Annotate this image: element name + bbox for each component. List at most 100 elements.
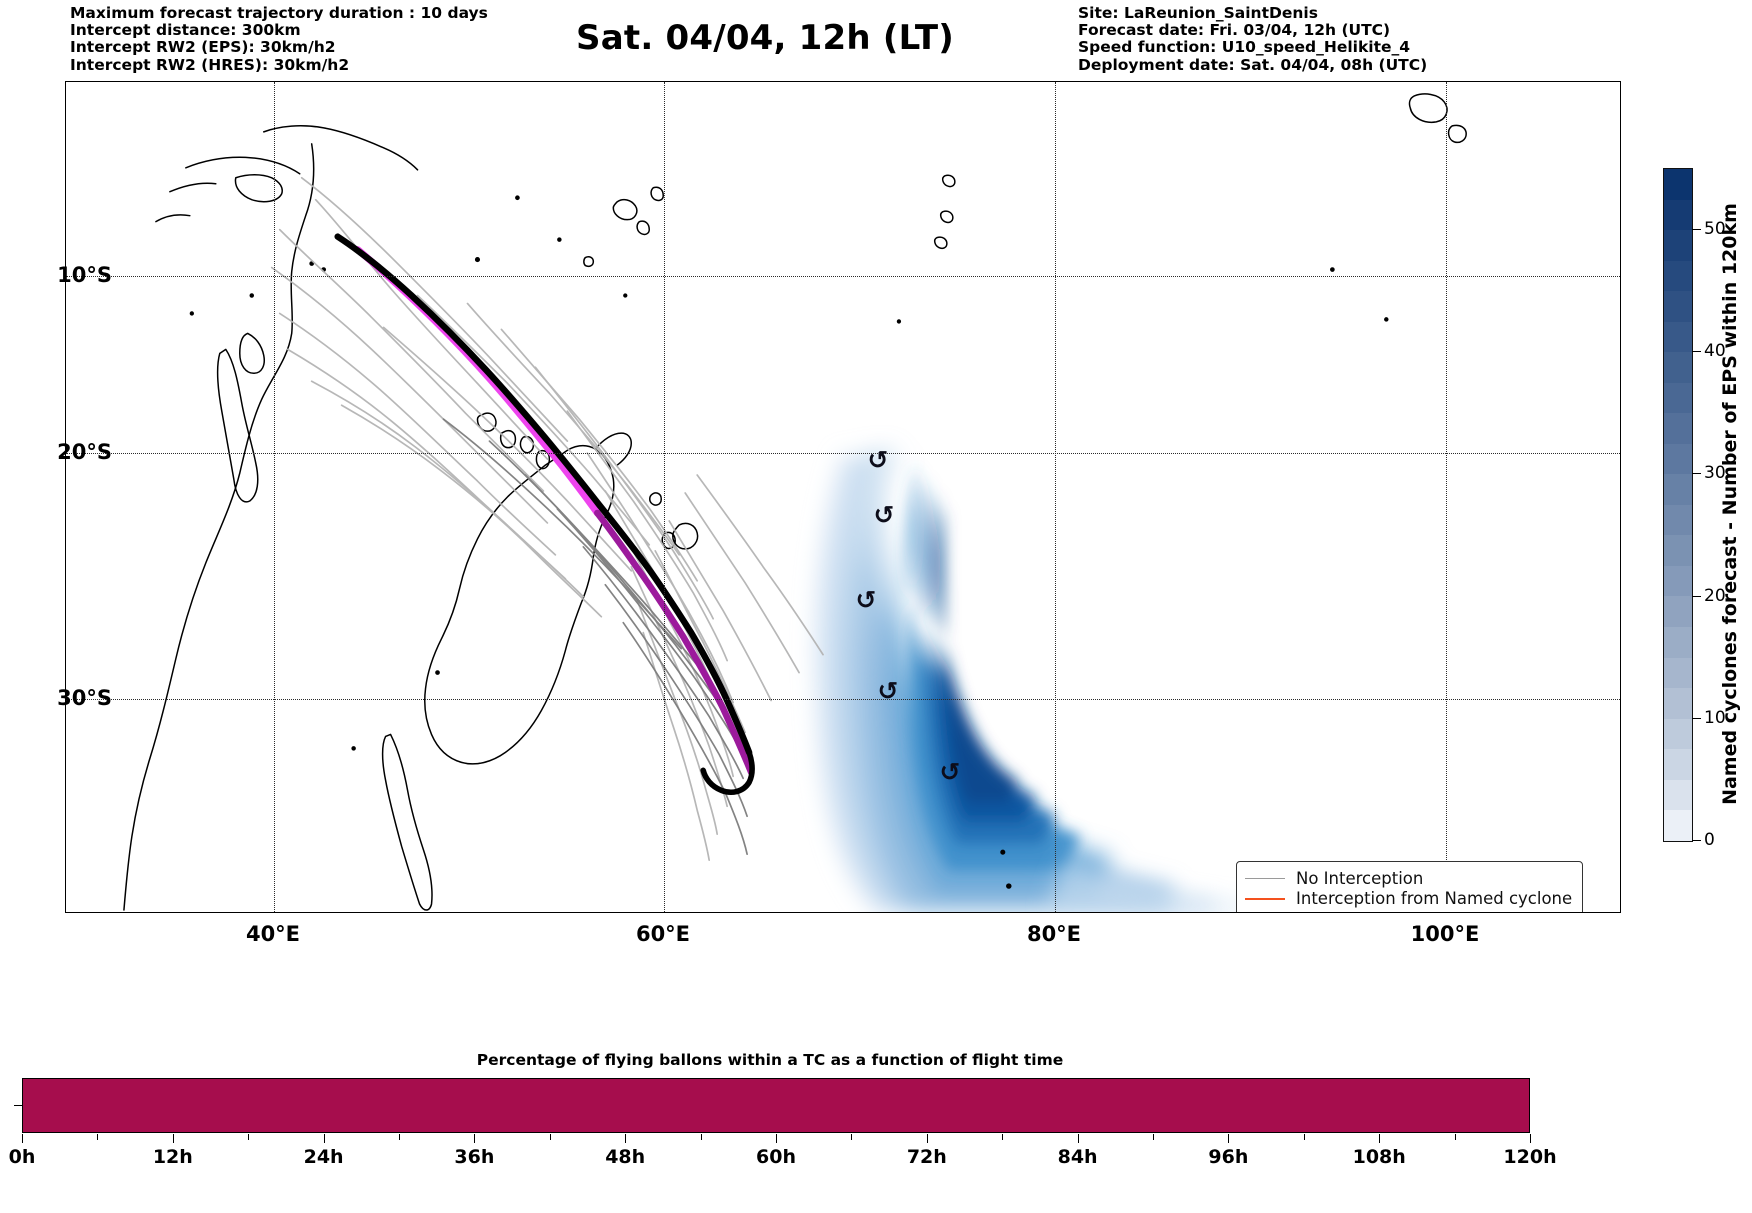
percentage-bar-fill [23, 1079, 1529, 1132]
legend-item-named-cyclone: Interception from Named cyclone [1245, 889, 1572, 910]
header-right-block: Site: LaReunion_SaintDenis Forecast date… [1078, 4, 1428, 74]
header-right-line-0: Site: LaReunion_SaintDenis [1078, 4, 1318, 22]
percentage-x-tick [1379, 1134, 1381, 1143]
colorbar-tick-label: 40 [1704, 341, 1726, 362]
gridline-lon-80e [1055, 82, 1056, 912]
percentage-x-tick-label: 72h [906, 1146, 947, 1168]
xtick-label-100e: 100°E [1410, 922, 1480, 946]
header-left-line-2: Intercept RW2 (EPS): 30km/h2 [70, 38, 336, 57]
colorbar-segment [1664, 443, 1692, 475]
tc-observation-marker: ↺ [877, 676, 899, 706]
colorbar-tick [1692, 717, 1701, 719]
legend-label: No Interception [1296, 868, 1424, 888]
colorbar-segment [1664, 596, 1692, 627]
colorbar-segment [1664, 779, 1692, 811]
percentage-x-tick [776, 1134, 777, 1143]
tc-observation-marker: ↺ [867, 445, 889, 475]
coastline-layer [123, 93, 1467, 911]
percentage-bar-axes [22, 1078, 1530, 1133]
gridline-lon-100e [1446, 82, 1447, 912]
legend-label: Interception from Trochoid [1296, 910, 1513, 912]
page-title: Sat. 04/04, 12h (LT) [576, 18, 954, 58]
ytick-label-10s: 10°S [57, 263, 112, 287]
colorbar-segment [1664, 688, 1692, 719]
percentage-x-minor-tick [399, 1134, 400, 1140]
tc-observation-marker: ↺ [855, 585, 877, 615]
percentage-x-tick-label: 12h [152, 1146, 193, 1168]
percentage-x-tick [474, 1134, 476, 1143]
percentage-x-minor-tick [549, 1134, 551, 1140]
colorbar-tick-label: 30 [1704, 463, 1726, 484]
colorbar-segment [1664, 169, 1692, 200]
xtick-label-60e: 60°E [635, 922, 691, 946]
colorbar-tick-label: 20 [1704, 585, 1726, 606]
colorbar-segment [1664, 657, 1692, 689]
colorbar-segment [1664, 718, 1692, 750]
percentage-panel-title: Percentage of flying ballons within a TC… [476, 1051, 1064, 1069]
percentage-x-tick-label: 60h [756, 1146, 796, 1168]
xtick-label-80e: 80°E [1026, 922, 1082, 946]
percentage-x-tick [926, 1134, 928, 1143]
percentage-x-tick-label: 0h [8, 1146, 36, 1168]
tc-observation-marker: ↺ [939, 757, 961, 787]
percentage-x-tick-label: 24h [303, 1146, 344, 1168]
percentage-x-tick [323, 1134, 325, 1143]
colorbar-tick-label: 10 [1704, 707, 1726, 728]
colorbar-tick [1692, 595, 1701, 597]
forecast-map: ↺ ↺ ↺ ↺ ↺ No Interception Interception f… [65, 81, 1621, 913]
percentage-x-tick-label: 96h [1208, 1146, 1249, 1168]
ytick-label-30s: 30°S [57, 686, 112, 710]
colorbar-tick-label: 50 [1704, 219, 1726, 240]
tc-observation-marker: ↺ [873, 500, 895, 530]
percentage-x-tick-label: 48h [605, 1146, 646, 1168]
header-left-line-1: Intercept distance: 300km [70, 21, 301, 40]
gridline-lon-40e [274, 82, 275, 912]
colorbar [1663, 168, 1693, 842]
legend-swatch-line [1245, 897, 1285, 900]
percentage-x-minor-tick [1153, 1134, 1154, 1140]
colorbar-title-text: Named cyclones forecast - Number of EPS … [1719, 203, 1741, 805]
gridline-lat-30s [66, 699, 1620, 700]
legend-swatch-line [1245, 877, 1285, 879]
colorbar-segment [1664, 199, 1692, 231]
percentage-x-minor-tick [1303, 1134, 1305, 1140]
percentage-y-tick [14, 1105, 22, 1106]
trajectory-layer [270, 176, 824, 861]
colorbar-tick [1692, 473, 1701, 475]
percentage-x-tick-label: 36h [454, 1146, 495, 1168]
percentage-x-tick [22, 1134, 23, 1143]
colorbar-segment [1664, 291, 1692, 322]
colorbar-segment [1664, 810, 1692, 841]
colorbar-title: Named cyclones forecast - Number of EPS … [1716, 168, 1744, 840]
map-legend: No Interception Interception from Named … [1236, 861, 1584, 912]
header-right-line-3: Deployment date: Sat. 04/04, 08h (UTC) [1078, 55, 1428, 74]
percentage-x-tick-label: 120h [1503, 1146, 1557, 1168]
colorbar-segment [1664, 474, 1692, 505]
percentage-x-tick [172, 1134, 174, 1143]
percentage-x-minor-tick [248, 1134, 250, 1140]
legend-item-trochoid: Interception from Trochoid [1245, 909, 1572, 912]
header-left-line-3: Intercept RW2 (HRES): 30km/h2 [70, 55, 350, 74]
percentage-x-minor-tick [97, 1134, 99, 1140]
percentage-x-minor-tick [700, 1134, 702, 1140]
legend-item-no-interception: No Interception [1245, 868, 1572, 889]
percentage-x-tick [1077, 1134, 1079, 1143]
colorbar-segment [1664, 382, 1692, 414]
colorbar-tick [1692, 351, 1701, 353]
gridline-lat-10s [66, 276, 1620, 277]
percentage-x-minor-tick [1454, 1134, 1456, 1140]
colorbar-tick-label: 0 [1704, 830, 1715, 850]
header-right-line-1: Forecast date: Fri. 03/04, 12h (UTC) [1078, 21, 1391, 40]
percentage-x-tick [1228, 1134, 1230, 1143]
header-right-line-2: Speed function: U10_speed_Helikite_4 [1078, 38, 1411, 57]
legend-label: Interception from Named cyclone [1296, 889, 1573, 909]
colorbar-segment [1664, 230, 1692, 261]
xtick-label-40e: 40°E [245, 922, 301, 946]
colorbar-segment [1664, 260, 1692, 292]
percentage-x-tick [625, 1134, 627, 1143]
percentage-x-minor-tick [851, 1134, 853, 1140]
ytick-label-20s: 20°S [57, 440, 112, 464]
percentage-x-tick [1530, 1134, 1531, 1143]
header-left-line-0: Maximum forecast trajectory duration : 1… [70, 4, 488, 22]
gridline-lat-20s [66, 453, 1620, 454]
